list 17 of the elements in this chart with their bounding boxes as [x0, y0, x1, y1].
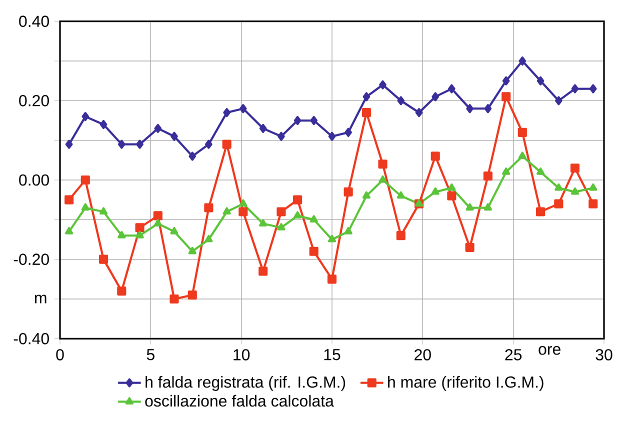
y-tick-label: 0.20	[19, 95, 49, 106]
x-tick-label: 0	[56, 349, 64, 360]
x-tick-label: 20	[414, 349, 431, 360]
x-tick-label: 10	[234, 349, 250, 360]
y-tick-label: -0.20	[14, 254, 49, 265]
y-tick-label: -0.40	[14, 333, 49, 344]
legend-label: oscillazione falda calcolata	[145, 394, 334, 407]
y-tick-label: 0.40	[19, 16, 49, 27]
legend-label: h falda registrata (rif. I.G.M.)	[146, 376, 346, 391]
x-tick-label: 25	[505, 349, 522, 360]
x-tick-label: 30	[596, 349, 612, 360]
x-tick-label: 15	[324, 349, 340, 360]
y-tick-label: 0.00	[19, 174, 49, 186]
x-axis-title: ore	[538, 346, 560, 355]
legend-label: h mare (riferito I.G.M.)	[388, 376, 544, 391]
y-axis-title: m	[35, 294, 46, 304]
x-tick-label: 5	[146, 349, 154, 360]
